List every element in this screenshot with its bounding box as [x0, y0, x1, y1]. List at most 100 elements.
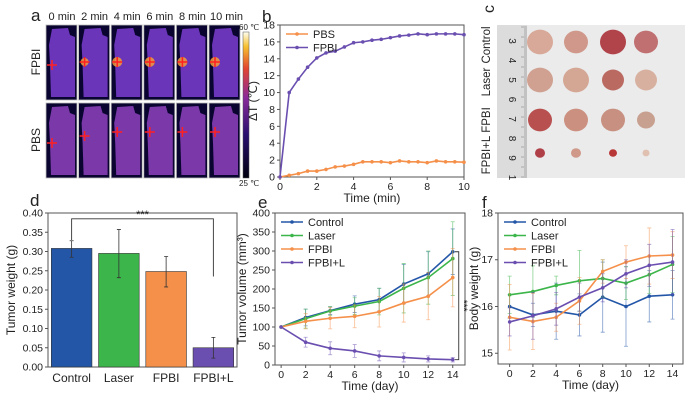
chart-b: 0 2 4 6 8 10 12 14 16 18 0 2 4 6 8 10 Time (min) ΔT (℃) PB…	[246, 20, 470, 206]
time-label: 4 min	[114, 11, 141, 23]
data-point	[342, 164, 347, 168]
x-tick-label: 12	[643, 368, 655, 380]
thermal-image	[45, 24, 78, 101]
y-tick-label: 350	[252, 227, 270, 239]
crosshair-icon	[177, 127, 188, 137]
x-tick-label: 4	[327, 369, 333, 381]
data-point	[434, 159, 439, 163]
data-point	[328, 316, 332, 321]
plot-frame	[279, 24, 465, 178]
mouse-body	[212, 28, 238, 97]
tumor	[564, 30, 588, 54]
y-tick-label: 14	[263, 53, 275, 65]
panel-c-tumor-photo: c 3 4 5 6 7 8 9 1 Control Laser FPBI FPBI+L	[481, 5, 685, 181]
mouse-body	[179, 28, 206, 97]
data-point	[443, 32, 448, 36]
y-tick-label: 4	[269, 138, 275, 150]
mouse-body	[49, 106, 75, 175]
series-fpbi-l: FPBI+L	[279, 258, 455, 363]
tumor	[602, 69, 624, 91]
ruler-number: 5	[506, 77, 517, 83]
legend-marker	[295, 45, 299, 50]
y-axis-label: ΔT (℃)	[246, 81, 260, 121]
group-label: FPBI	[481, 107, 493, 133]
data-point	[600, 269, 605, 274]
crosshair-icon	[210, 127, 220, 137]
time-label: 10 min	[210, 11, 243, 23]
error-bar	[116, 229, 121, 279]
crosshair-icon	[47, 60, 57, 70]
error-bar	[164, 256, 169, 288]
y-axis-label: Tumor weight (g)	[4, 245, 18, 335]
legend-marker	[513, 233, 517, 238]
data-point	[296, 77, 301, 81]
panel-letter: f	[482, 193, 487, 212]
thermal-image	[45, 102, 78, 179]
y-tick-label: 100	[252, 322, 270, 334]
chart-d: 0.00 0.05 0.10 0.15 0.20 0.25 0.30 0.35 0.40 Tumo…	[4, 208, 238, 385]
y-tick-label: 8	[269, 104, 275, 116]
y-tick-label: 0.35	[23, 227, 44, 239]
mouse-body	[114, 106, 141, 175]
y-tick-label: 18	[263, 20, 275, 32]
time-label: 2 min	[81, 11, 108, 23]
crosshair-icon	[177, 57, 188, 67]
y-tick-label: 0.05	[23, 342, 44, 354]
colorbar-min-label: 25 ℃	[239, 179, 259, 188]
x-tick-label: Control	[52, 371, 91, 385]
tumor	[609, 149, 617, 157]
series-line	[509, 254, 673, 323]
legend-marker	[513, 220, 517, 224]
legend-label: FPBI	[531, 244, 555, 256]
data-point	[388, 35, 393, 40]
data-point	[450, 275, 455, 280]
data-point	[315, 56, 319, 60]
data-point	[443, 160, 448, 164]
y-tick-label: 400	[252, 208, 270, 220]
y-tick-label: 17	[481, 254, 493, 266]
data-point	[624, 304, 628, 309]
data-point	[351, 40, 356, 45]
data-point	[401, 355, 406, 360]
legend-label: Control	[531, 217, 566, 229]
legend-marker	[290, 247, 294, 251]
ruler-number: 7	[506, 116, 517, 122]
bar	[145, 271, 187, 368]
chart-f: 15 16 17 18 0 2 4 6 8 10 12 14 Time (day) Body weight…	[467, 208, 684, 392]
series-line	[509, 294, 673, 316]
x-tick-label: FPBI+L	[193, 371, 234, 385]
y-tick-label: 6	[269, 121, 275, 133]
data-point	[377, 310, 381, 314]
y-tick-label: 10	[263, 87, 275, 99]
colorbar-max-label: 60 ℃	[239, 23, 259, 32]
mouse-body	[49, 28, 75, 97]
data-point	[287, 90, 292, 95]
group-label: FPBI+L	[481, 135, 493, 174]
data-point	[577, 295, 582, 299]
data-point	[351, 162, 356, 167]
y-tick-label: 0.25	[23, 265, 44, 277]
data-point	[397, 159, 402, 163]
series-line	[280, 257, 454, 328]
data-point	[379, 160, 384, 164]
tumor	[637, 111, 655, 129]
data-point	[333, 49, 338, 53]
y-tick-label: 0.10	[23, 323, 44, 335]
x-tick-label: 10	[458, 181, 470, 193]
y-tick-label: 16	[481, 301, 493, 313]
series-fpbi: FPBI	[279, 244, 455, 330]
y-axis-label: Body weight (g)	[467, 247, 481, 330]
thermal-image	[78, 102, 110, 179]
series-fpbi-l: FPBI+L	[504, 228, 675, 340]
data-point	[450, 357, 455, 362]
data-point	[554, 307, 558, 311]
data-point	[361, 160, 365, 164]
significance-bracket	[71, 218, 214, 277]
thermal-image	[175, 102, 208, 179]
crosshair-icon	[47, 138, 57, 148]
legend-label: FPBI	[308, 244, 332, 256]
x-tick-label: 6	[577, 368, 583, 380]
crosshair-icon	[112, 57, 123, 67]
crosshair-icon	[79, 57, 90, 67]
